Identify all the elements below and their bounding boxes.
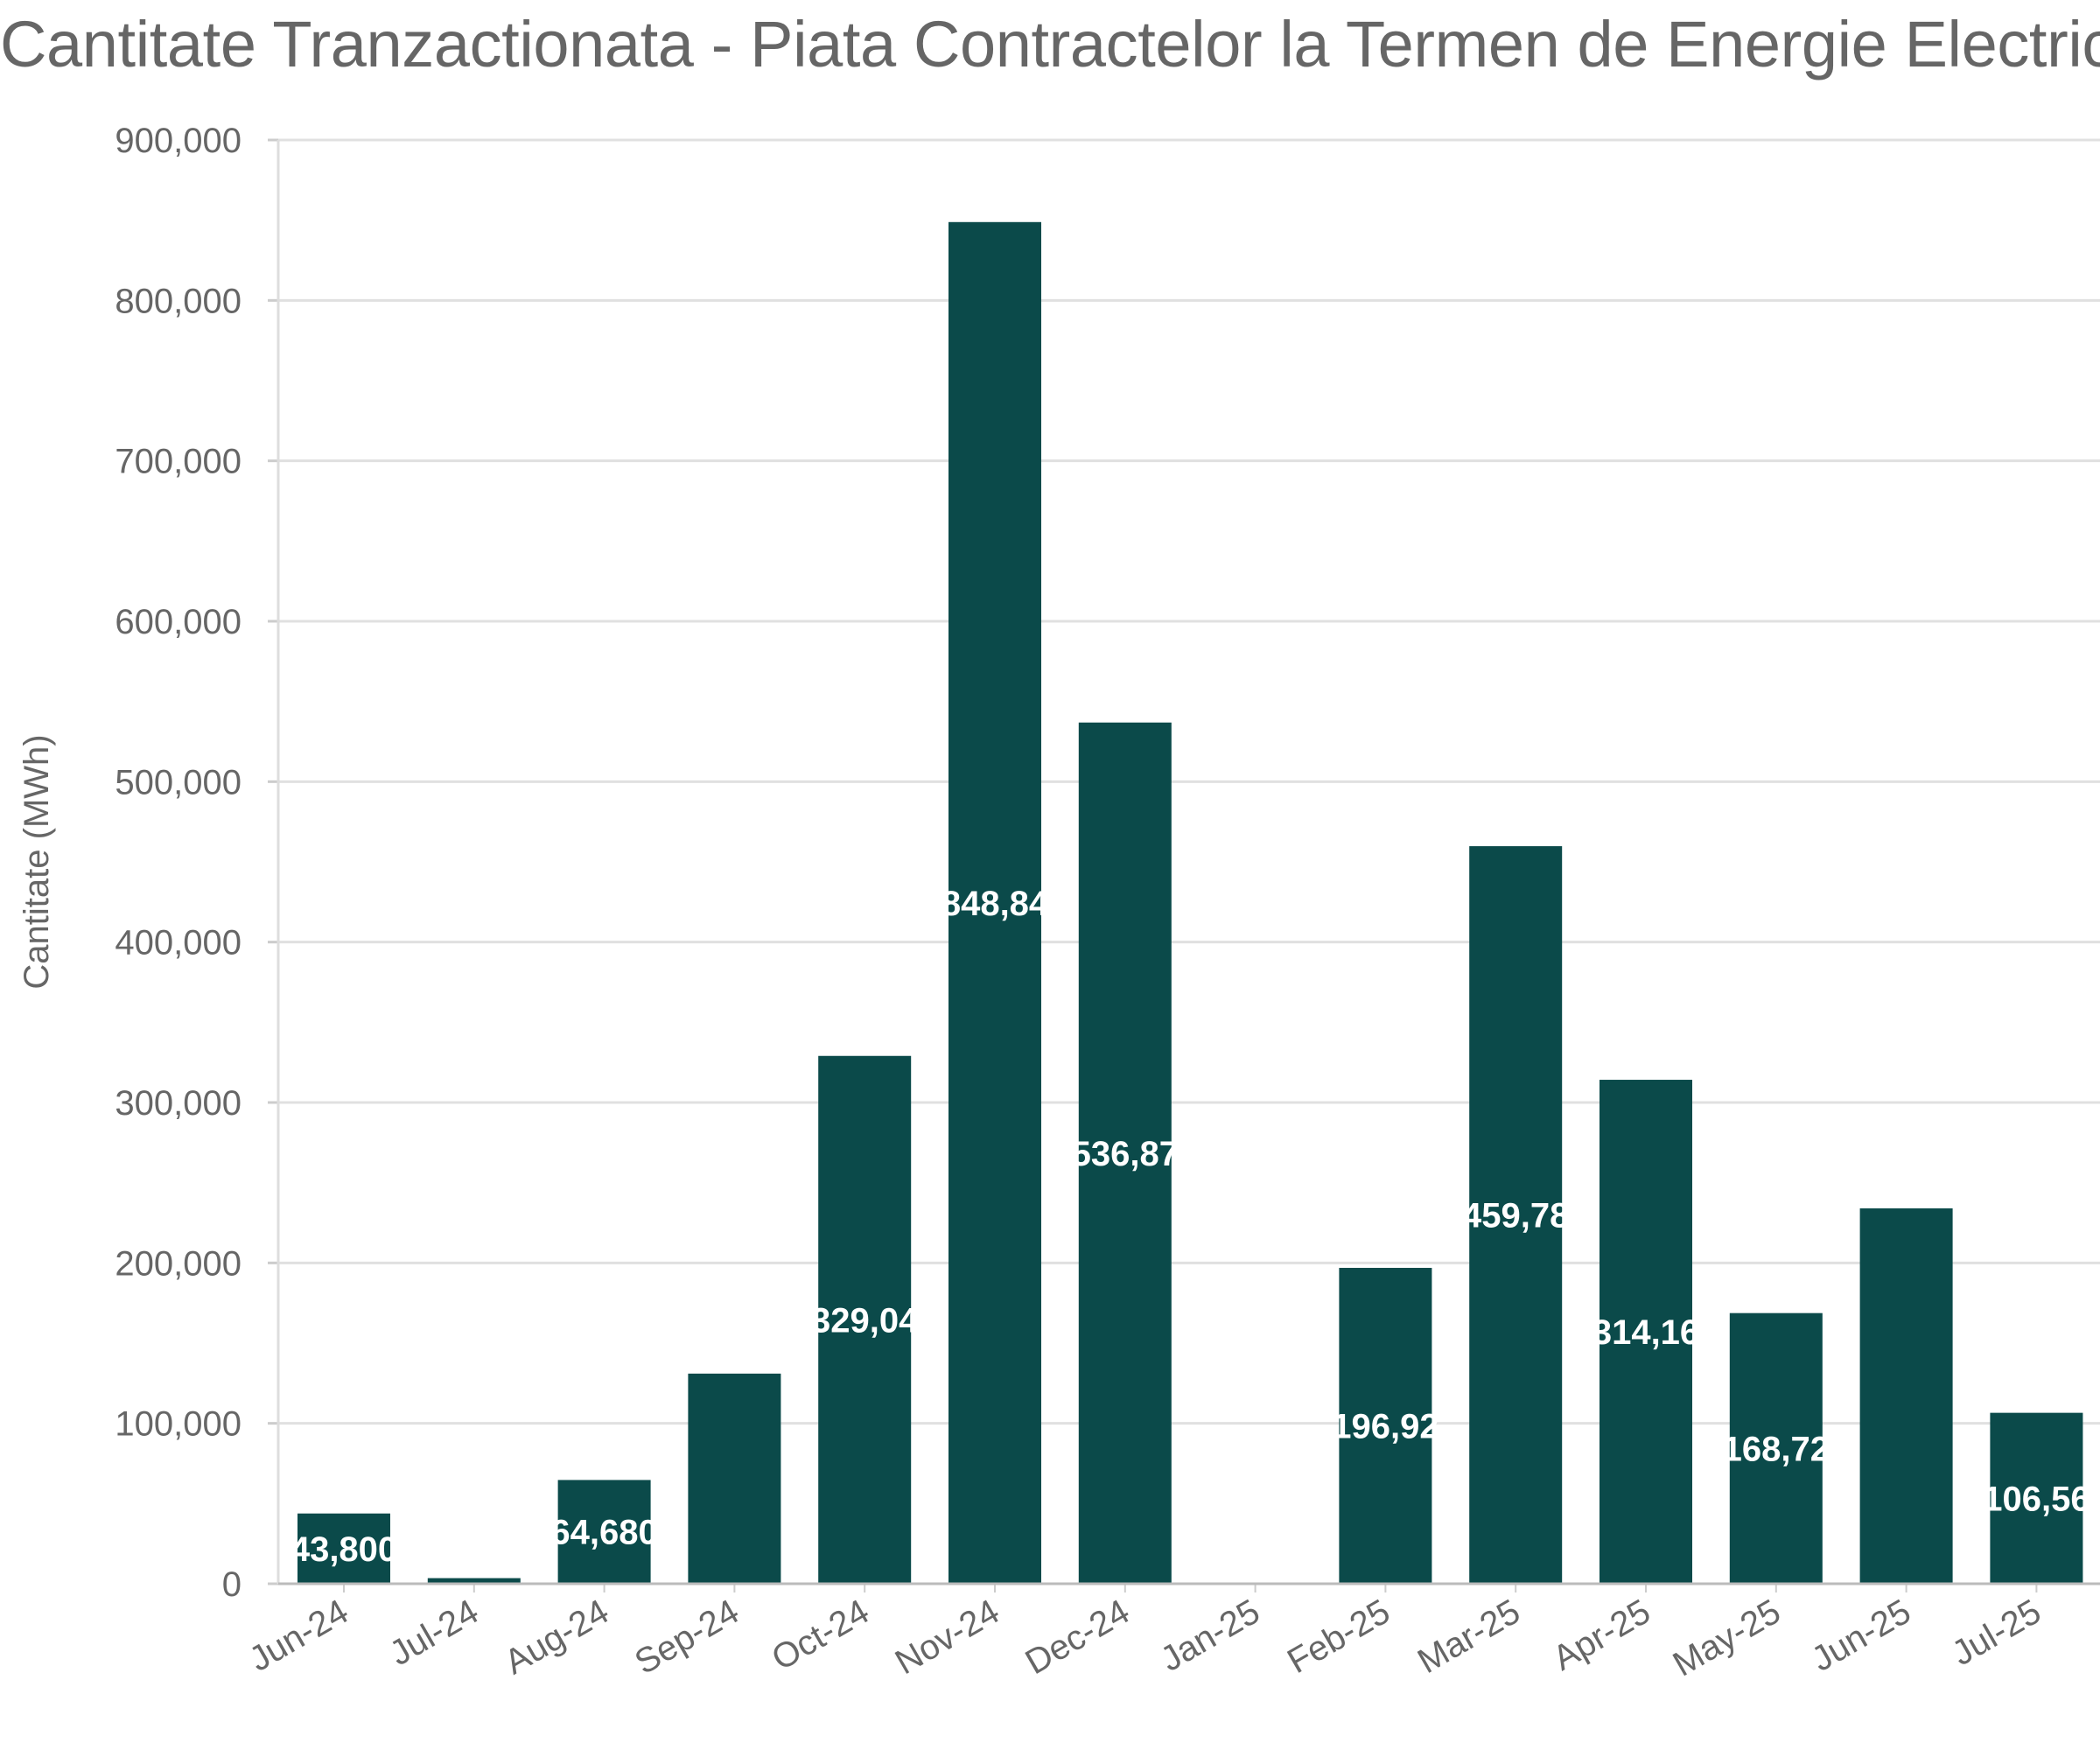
bar-aug-24 — [557, 1480, 651, 1584]
y-tick-label: 200,000 — [115, 1244, 242, 1283]
x-tick-label: Jun-24 — [243, 1592, 355, 1679]
data-label: 43,800 — [290, 1530, 397, 1569]
data-label: 536,87 — [1072, 1135, 1179, 1173]
bar-feb-25 — [1339, 1267, 1432, 1584]
y-tick-label: 300,000 — [115, 1084, 242, 1123]
x-tick-label: May-25 — [1667, 1592, 1788, 1684]
y-tick-label: 500,000 — [115, 763, 242, 802]
y-tick-label: 800,000 — [115, 282, 242, 320]
x-tick-label: Nov-24 — [889, 1592, 1006, 1683]
bar-jun-25 — [1859, 1208, 1953, 1584]
bar-jul-25 — [1990, 1412, 2083, 1584]
data-labels: 43,80064,680329,04848,84536,87,196,92459… — [290, 885, 2090, 1604]
data-label: 64,680 — [550, 1514, 657, 1552]
bar-mar-25 — [1469, 846, 1563, 1584]
y-tick-label: 400,000 — [115, 924, 242, 962]
bar-jun-24 — [298, 1513, 390, 1584]
x-tick-label: Sep-24 — [628, 1592, 746, 1683]
x-tick-label: Jun-25 — [1805, 1592, 1917, 1679]
gridlines — [278, 138, 2100, 1425]
chart-title: Cantitate Tranzactionata - Piata Contrac… — [0, 8, 2100, 80]
data-label: 106,56 — [1983, 1480, 2090, 1518]
data-label: 459,78 — [1462, 1197, 1569, 1236]
bar-nov-24 — [948, 221, 1041, 1584]
y-tick-label: 600,000 — [115, 603, 242, 641]
x-tick-label: Dec-24 — [1019, 1592, 1137, 1683]
x-tick-label: Jan-25 — [1154, 1592, 1266, 1679]
x-axis-ticks: Jun-24 Jul-24 Aug-24 Sep-24 Oct-24 Nov-24 Dec-… — [243, 1584, 2048, 1684]
data-label: 168,72 — [1723, 1430, 1830, 1468]
x-tick-label: Aug-24 — [498, 1592, 615, 1683]
x-tick-label: Jul-24 — [383, 1592, 485, 1674]
data-label: 329,04 — [811, 1301, 919, 1340]
y-axis-title: Cantitate (MWh) — [18, 734, 56, 989]
y-tick-label: 100,000 — [115, 1405, 242, 1444]
data-label: 848,84 — [942, 885, 1049, 923]
y-tick-label: 900,000 — [115, 122, 242, 160]
y-axis-ticks: 0 100,000 200,000 300,000 400,000 500,000 600,… — [115, 122, 278, 1604]
bar-may-25 — [1729, 1312, 1823, 1584]
bars — [298, 221, 2083, 1584]
bar-oct-24 — [818, 1055, 912, 1584]
bar-dec-24 — [1078, 722, 1172, 1584]
data-label: 314,16 — [1592, 1313, 1699, 1352]
bar-jul-24 — [427, 1578, 521, 1584]
y-tick-label: 700,000 — [115, 443, 242, 481]
bar-apr-25 — [1600, 1080, 1692, 1584]
bar-sep-24 — [688, 1373, 781, 1584]
x-tick-label: Mar-25 — [1411, 1592, 1527, 1681]
y-tick-label: 0 — [222, 1565, 242, 1604]
x-tick-label: Apr-25 — [1547, 1592, 1657, 1678]
x-tick-label: Jul-25 — [1946, 1592, 2048, 1674]
x-tick-label: Oct-24 — [766, 1592, 876, 1678]
data-label: 196,92 — [1332, 1407, 1438, 1446]
x-tick-label: Feb-25 — [1281, 1592, 1396, 1681]
